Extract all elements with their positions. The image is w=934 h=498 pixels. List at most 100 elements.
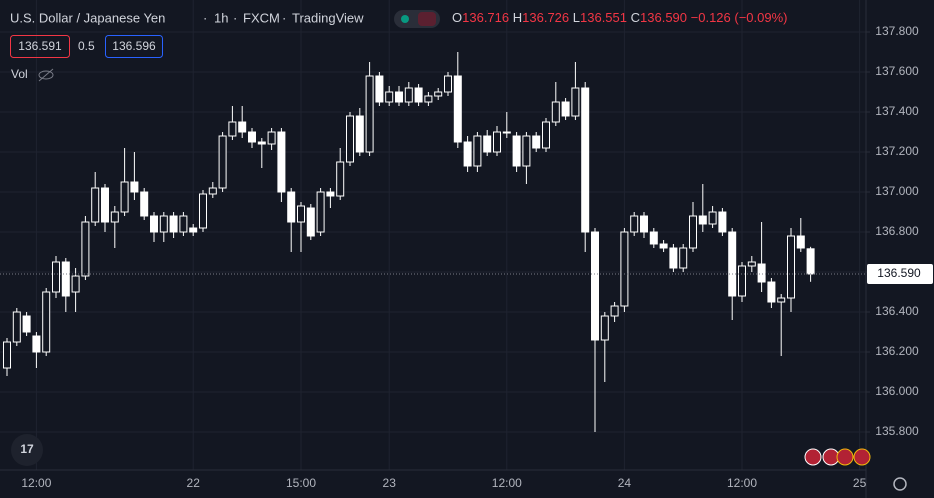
candle-body	[385, 91, 394, 103]
y-tick-label: 136.200	[875, 344, 919, 358]
x-tick-label: 12:00	[492, 476, 522, 490]
last-price-label: 136.590	[877, 266, 921, 280]
candle-body	[571, 87, 580, 117]
candle-body	[355, 115, 364, 153]
candle-body	[189, 227, 198, 233]
symbol-title: U.S. Dollar / Japanese Yen	[10, 10, 165, 25]
candle-body	[12, 311, 21, 343]
candle-body	[179, 215, 188, 233]
interval[interactable]: 1h	[214, 10, 228, 25]
candle-body	[757, 263, 766, 283]
candle-body	[649, 231, 658, 245]
candle-body	[424, 95, 433, 103]
bid: 136.591	[18, 39, 62, 53]
candle-body	[551, 101, 560, 123]
ohlc-value: 136.551	[580, 10, 627, 25]
candle-body	[738, 265, 746, 297]
x-tick-label: 12:00	[727, 476, 757, 490]
candle-body	[297, 205, 305, 223]
candle-body	[522, 135, 531, 167]
candle-body	[287, 191, 296, 223]
candle-body	[404, 87, 413, 103]
platform: TradingView	[292, 10, 364, 25]
event-icons[interactable]	[804, 448, 871, 466]
candle-body	[493, 131, 501, 153]
candle-body	[718, 211, 727, 233]
candle-body	[208, 187, 217, 195]
candle-body	[22, 315, 31, 333]
separator: ·	[282, 10, 286, 25]
candle-body	[512, 135, 521, 167]
candle-body	[414, 87, 423, 103]
candle-body	[346, 115, 354, 163]
candle-body	[777, 297, 786, 303]
y-tick-label: 137.200	[875, 144, 919, 158]
y-tick-label: 135.800	[875, 424, 919, 438]
candle-body	[610, 305, 619, 317]
candle-body	[120, 181, 129, 213]
source: FXCM	[243, 10, 280, 25]
ohlc-key: C	[631, 10, 640, 25]
candle-body	[542, 121, 550, 149]
x-tick-label: 22	[187, 476, 201, 490]
candle-body	[150, 215, 158, 233]
candle-body	[444, 75, 452, 93]
candle-body	[434, 91, 443, 97]
candle-body	[620, 231, 629, 307]
candle-body	[787, 235, 795, 299]
candle-body	[277, 131, 286, 193]
candle-body	[581, 87, 590, 233]
candle-body	[561, 101, 570, 117]
candle-body	[767, 281, 776, 303]
candle-body	[365, 75, 374, 153]
candle-body	[395, 91, 403, 103]
hide-icon[interactable]	[38, 68, 54, 82]
candle-body	[316, 191, 325, 233]
candle-body	[532, 135, 541, 149]
volume-label: Vol	[11, 67, 28, 81]
candle-body	[375, 75, 384, 103]
candle-body	[52, 261, 60, 293]
candle-body	[159, 215, 168, 233]
candle-body	[238, 121, 247, 133]
candle-body	[453, 75, 462, 143]
candle-body	[689, 215, 697, 249]
ask-box[interactable]	[105, 35, 163, 58]
candle-body	[473, 135, 482, 167]
axes: 135.800136.000136.200136.400136.600136.8…	[21, 24, 933, 490]
candle-body	[3, 341, 11, 369]
y-tick-label: 137.600	[875, 64, 919, 78]
change: −0.126 (−0.09%)	[691, 10, 788, 25]
y-tick-label: 136.400	[875, 304, 919, 318]
candle-body	[502, 131, 511, 134]
candle-body	[169, 215, 178, 233]
x-tick-label: 24	[618, 476, 632, 490]
status-icon	[418, 12, 436, 26]
candle-body	[669, 247, 678, 269]
candle-body	[218, 135, 227, 189]
status-dot	[401, 15, 409, 23]
ohlc-key: O	[452, 10, 462, 25]
candle-body	[483, 135, 492, 153]
candle-body	[698, 215, 707, 225]
candle-body	[659, 243, 668, 249]
ohlc-value: 136.716	[462, 10, 509, 25]
candle-body	[228, 121, 237, 137]
svg-text:17: 17	[20, 442, 34, 456]
ohlc-key: L	[573, 10, 580, 25]
bid-box[interactable]	[10, 35, 70, 58]
candle-body	[708, 211, 717, 225]
candle-body	[306, 207, 315, 237]
spread: 0.5	[78, 39, 95, 53]
logo[interactable]: 17	[11, 434, 43, 466]
ohlc-value: 136.726	[522, 10, 569, 25]
y-tick-label: 137.400	[875, 104, 919, 118]
candle-body	[130, 181, 139, 193]
candle-body	[640, 215, 648, 233]
candle-body	[32, 335, 41, 353]
settings-icon[interactable]	[893, 477, 907, 491]
ask: 136.596	[112, 39, 156, 53]
